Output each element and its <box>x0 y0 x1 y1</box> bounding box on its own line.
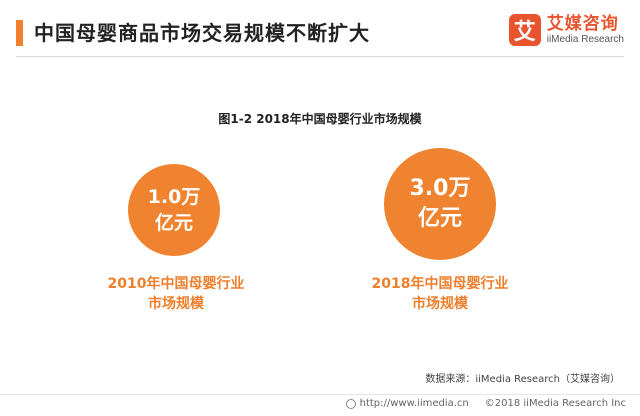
stat-label-2010-line1: 2010年中国母婴行业 <box>107 276 245 292</box>
stat-value-2018: 3.0万 <box>409 176 471 201</box>
stat-circle-2018: 3.0万 亿元 <box>384 148 496 260</box>
brand-logo: 艾 艾媒咨询 iiMedia Research <box>508 14 624 46</box>
page-title: 中国母婴商品市场交易规模不断扩大 <box>34 21 370 45</box>
footer-divider <box>0 394 640 395</box>
stat-circle-2010: 1.0万 亿元 <box>128 164 220 256</box>
footer: http://www.iimedia.cn ©2018 iiMedia Rese… <box>345 398 626 409</box>
header-divider <box>16 56 624 57</box>
stat-unit-2010: 亿元 <box>154 212 193 234</box>
data-source: 数据来源：iiMedia Research（艾媒咨询） <box>425 374 620 385</box>
stat-label-2018: 2018年中国母婴行业 市场规模 <box>360 274 520 314</box>
globe-icon <box>345 398 356 409</box>
logo-text: 艾媒咨询 iiMedia Research <box>547 15 624 45</box>
logo-name-cn: 艾媒咨询 <box>546 14 619 35</box>
logo-mark-icon: 艾 <box>508 14 541 46</box>
logo-name-en: iiMedia Research <box>546 33 624 45</box>
footer-copyright: ©2018 iiMedia Research Inc <box>484 398 626 409</box>
title-accent-bar <box>16 20 23 46</box>
stat-unit-2018: 亿元 <box>417 206 462 231</box>
stat-label-2010-line2: 市场规模 <box>148 296 204 312</box>
stat-label-2018-line2: 市场规模 <box>412 296 468 312</box>
stat-label-2018-line1: 2018年中国母婴行业 <box>371 276 509 292</box>
stat-value-2010: 1.0万 <box>147 186 201 208</box>
footer-url[interactable]: http://www.iimedia.cn <box>359 398 469 409</box>
figure-title: 图1-2 2018年中国母婴行业市场规模 <box>218 112 422 126</box>
stat-label-2010: 2010年中国母婴行业 市场规模 <box>96 274 256 314</box>
